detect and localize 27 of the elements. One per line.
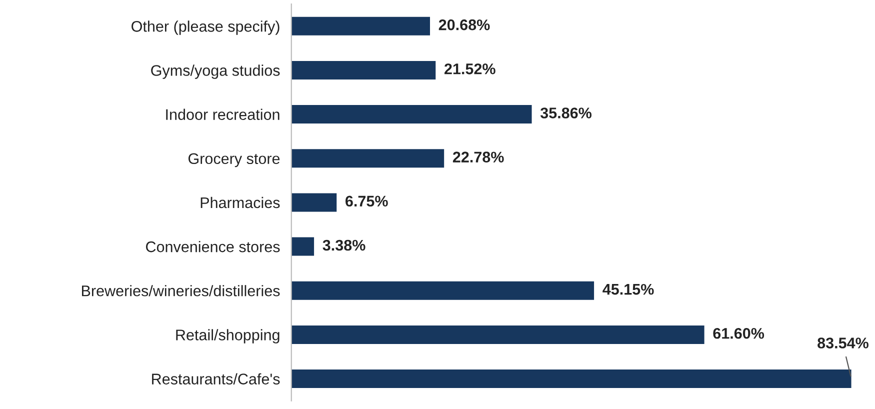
y-tick-label: Indoor recreation [166, 108, 280, 120]
y-tick-label: Pharmacies [200, 196, 280, 208]
bar [291, 193, 337, 212]
bar [291, 237, 314, 256]
data-label: 83.54% [818, 338, 868, 348]
bar [291, 149, 444, 168]
y-tick-label: Breweries/wineries/distilleries [82, 285, 280, 296]
data-label: 22.78% [452, 152, 504, 162]
bar [291, 60, 436, 80]
y-tick-label: Restaurants/Cafe's [152, 373, 280, 384]
y-tick-label: Retail/shopping [176, 329, 280, 344]
data-label: 3.38% [322, 240, 366, 251]
y-tick-label: Other (please specify) [132, 20, 280, 35]
data-label: 35.86% [540, 108, 592, 118]
data-label: 20.68% [438, 19, 490, 30]
data-label: 45.15% [602, 284, 654, 295]
y-tick-label: Grocery store [188, 153, 280, 168]
bar [291, 16, 430, 36]
bar [291, 281, 594, 300]
data-label: 6.75% [346, 196, 388, 207]
y-tick-label: Gyms/yoga studios [151, 64, 280, 79]
data-label: 61.60% [713, 328, 764, 339]
y-tick-label: Convenience stores [146, 241, 280, 252]
bar [291, 105, 532, 124]
bar [291, 325, 704, 344]
bar [291, 370, 852, 388]
data-label: 21.52% [444, 63, 496, 74]
